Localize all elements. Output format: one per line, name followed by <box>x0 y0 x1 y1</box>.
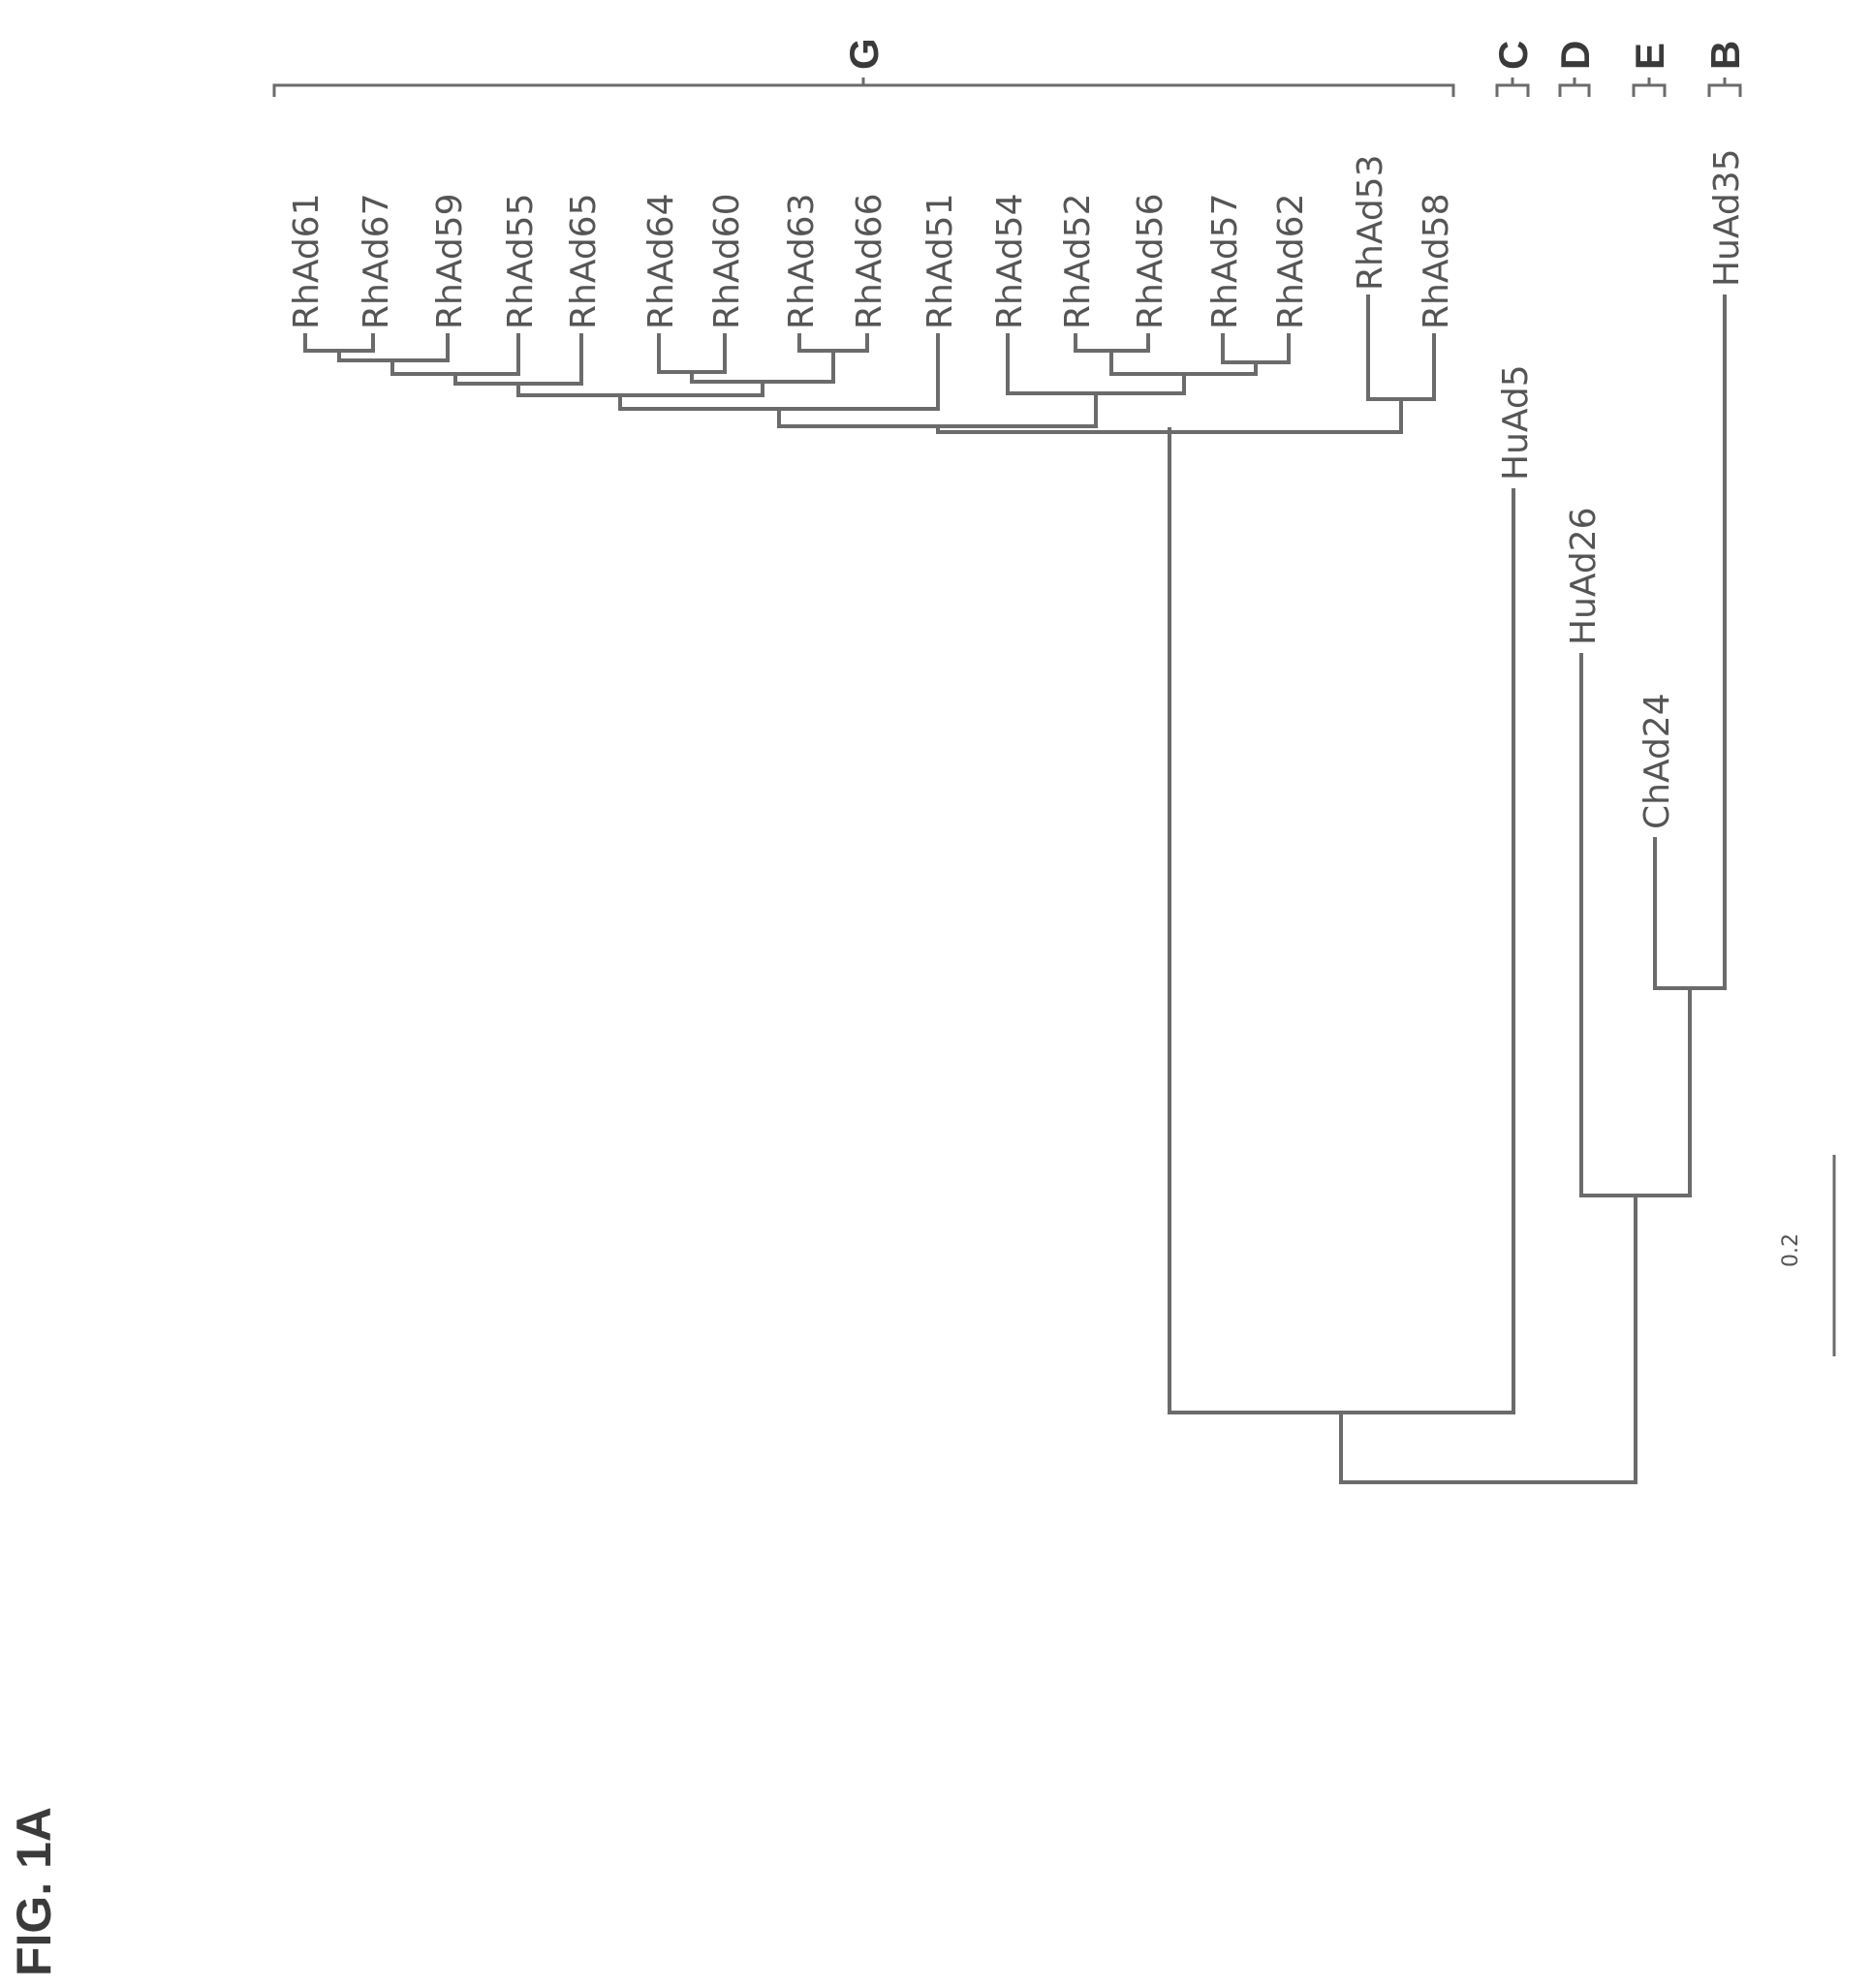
branch-root <box>1339 1194 1637 1484</box>
branch-rhad63 <box>797 333 869 353</box>
figure-label: FIG. 1A <box>7 1807 61 1976</box>
bracket-c <box>1495 78 1530 97</box>
branch-rhad59 <box>337 333 450 362</box>
leaf-huad26: HuAd26 <box>1564 507 1604 645</box>
branch-hc <box>1168 427 1515 1414</box>
branch-rhad57 <box>1221 333 1291 364</box>
leaf-rhad56: RhAd56 <box>1131 194 1170 329</box>
bracket-b <box>1707 78 1742 97</box>
leaf-huad5: HuAd5 <box>1496 364 1536 481</box>
branch-eb <box>1653 295 1727 990</box>
branch-rhad64 <box>657 333 727 374</box>
group-label-c: C <box>1490 41 1536 70</box>
leaf-rhad60: RhAd60 <box>707 194 747 329</box>
leaf-rhad53: RhAd53 <box>1351 155 1390 291</box>
leaf-rhad64: RhAd64 <box>641 194 681 329</box>
leaf-rhad62: RhAd62 <box>1271 194 1311 329</box>
branch-rhad52 <box>1074 333 1150 353</box>
leaf-labels: RhAd61 RhAd67 RhAd59 RhAd55 RhAd65 RhAd6… <box>287 148 1747 829</box>
scale-bar-label: 0.2 <box>1779 1233 1803 1267</box>
leaf-rhad58: RhAd58 <box>1417 194 1456 329</box>
bracket-e <box>1632 78 1667 97</box>
group-label-d: D <box>1552 41 1598 70</box>
leaf-chad24: ChAd24 <box>1637 693 1677 829</box>
leaf-rhad52: RhAd52 <box>1058 194 1098 329</box>
leaf-rhad51: RhAd51 <box>920 194 960 329</box>
group-brackets <box>272 78 1742 97</box>
group-label-b: B <box>1702 41 1748 70</box>
branch-rhad61-64 <box>516 380 764 397</box>
branch-rhad61 <box>303 333 375 353</box>
scale-bar: 0.2 <box>1779 1155 1836 1356</box>
leaf-rhad65: RhAd65 <box>564 194 604 329</box>
bracket-d <box>1558 78 1591 97</box>
branch-rhad64-63 <box>690 349 835 384</box>
leaf-rhad61: RhAd61 <box>287 194 327 329</box>
branch-rhad55 <box>390 333 520 376</box>
leaf-rhad66: RhAd66 <box>850 194 889 329</box>
group-labels: G C D E B <box>841 38 1748 70</box>
leaf-rhad63: RhAd63 <box>782 194 822 329</box>
leaf-huad35: HuAd35 <box>1707 148 1747 287</box>
tree-branches <box>303 295 1727 1484</box>
branch-rhad54 <box>1006 333 1186 395</box>
bracket-g <box>272 78 1455 97</box>
group-label-g: G <box>841 38 887 70</box>
leaf-rhad55: RhAd55 <box>501 194 541 329</box>
group-label-e: E <box>1627 43 1672 70</box>
leaf-rhad57: RhAd57 <box>1205 194 1245 329</box>
leaf-rhad54: RhAd54 <box>990 194 1030 329</box>
leaf-rhad59: RhAd59 <box>430 194 470 329</box>
leaf-rhad67: RhAd67 <box>357 194 396 329</box>
